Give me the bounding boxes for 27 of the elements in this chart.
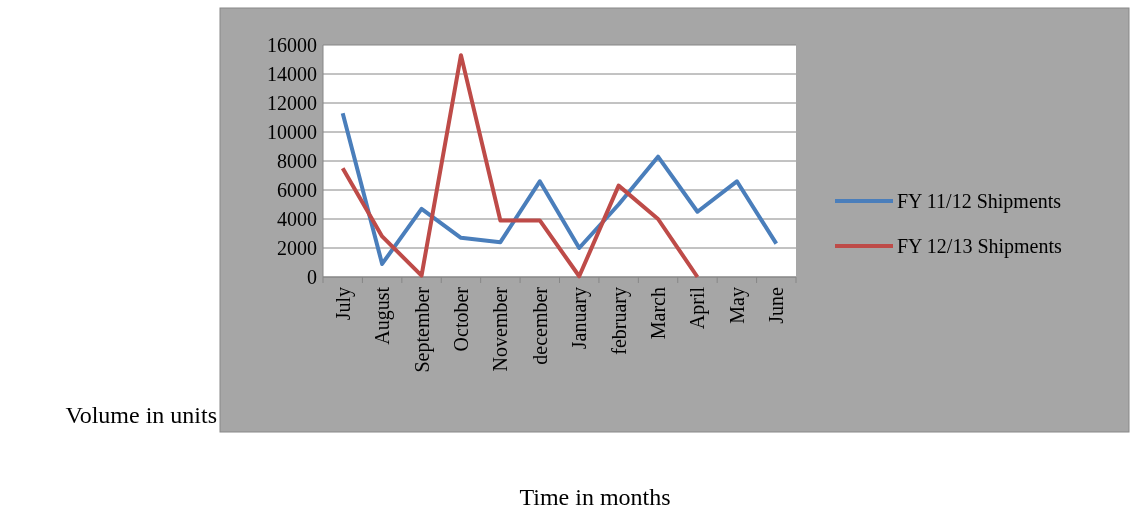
y-tick-label: 8000 bbox=[277, 150, 317, 172]
x-tick-label: March bbox=[647, 287, 670, 340]
y-tick-label: 4000 bbox=[277, 208, 317, 230]
y-tick-label: 2000 bbox=[277, 237, 317, 259]
y-tick-label: 12000 bbox=[267, 92, 317, 114]
x-tick-label: April bbox=[686, 286, 710, 330]
x-tick-label: May bbox=[725, 287, 749, 324]
legend-label: FY 11/12 Shipments bbox=[897, 190, 1062, 213]
y-tick-label: 14000 bbox=[267, 63, 317, 85]
x-tick-label: September bbox=[410, 286, 434, 373]
x-tick-label: August bbox=[371, 286, 395, 345]
y-tick-label: 6000 bbox=[277, 179, 317, 201]
y-axis-title: Volume in units bbox=[65, 402, 217, 428]
y-tick-label: 0 bbox=[307, 266, 317, 288]
y-tick-label: 16000 bbox=[267, 34, 317, 56]
line-series bbox=[340, 111, 779, 266]
y-tick-label: 10000 bbox=[267, 121, 317, 143]
x-tick-label: december bbox=[528, 286, 551, 365]
legend-label: FY 12/13 Shipments bbox=[897, 235, 1063, 258]
line-series bbox=[340, 53, 700, 279]
x-tick-label: february bbox=[607, 287, 631, 355]
x-tick-label: January bbox=[568, 287, 592, 350]
x-axis-title: Time in months bbox=[519, 484, 671, 510]
x-tick-label: October bbox=[449, 286, 472, 352]
x-tick-label: November bbox=[489, 286, 512, 372]
x-tick-label: June bbox=[765, 286, 788, 324]
x-tick-label: July bbox=[331, 287, 355, 321]
